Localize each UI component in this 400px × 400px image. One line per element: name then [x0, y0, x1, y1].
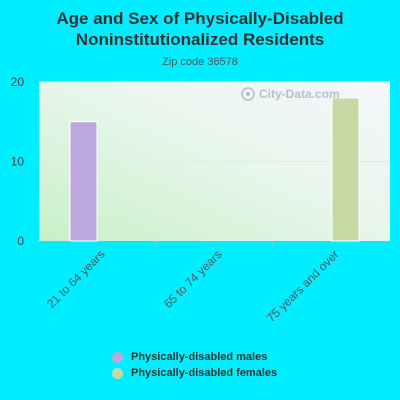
chart-subtitle: Zip code 36578 [162, 56, 238, 68]
legend-label-females: Physically-disabled females [131, 367, 278, 379]
bar-females-2 [331, 97, 360, 242]
chart-title: Age and Sex of Physically-Disabled Nonin… [56, 9, 344, 49]
legend-item-males: Physically-disabled males [112, 349, 277, 365]
legend-item-females: Physically-disabled females [112, 365, 277, 381]
y-tick-label: 10 [11, 155, 25, 169]
x-tick-label: 75 years and over [264, 247, 342, 325]
watermark-logo-icon [241, 87, 255, 101]
y-tick-label: 20 [11, 75, 25, 89]
legend-swatch-males [112, 351, 123, 363]
bar-males-0 [69, 121, 98, 242]
y-tick-label: 0 [17, 234, 24, 248]
watermark-text: City-Data.com [259, 87, 340, 101]
legend-swatch-females [112, 367, 123, 379]
x-tick-label: 65 to 74 years [161, 247, 225, 311]
x-tick-label: 21 to 64 years [44, 247, 108, 311]
watermark: City-Data.com [241, 87, 340, 101]
legend: Physically-disabled males Physically-dis… [112, 349, 277, 381]
legend-label-males: Physically-disabled males [131, 351, 268, 363]
